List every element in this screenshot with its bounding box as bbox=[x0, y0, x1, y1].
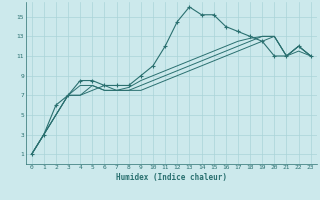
X-axis label: Humidex (Indice chaleur): Humidex (Indice chaleur) bbox=[116, 173, 227, 182]
